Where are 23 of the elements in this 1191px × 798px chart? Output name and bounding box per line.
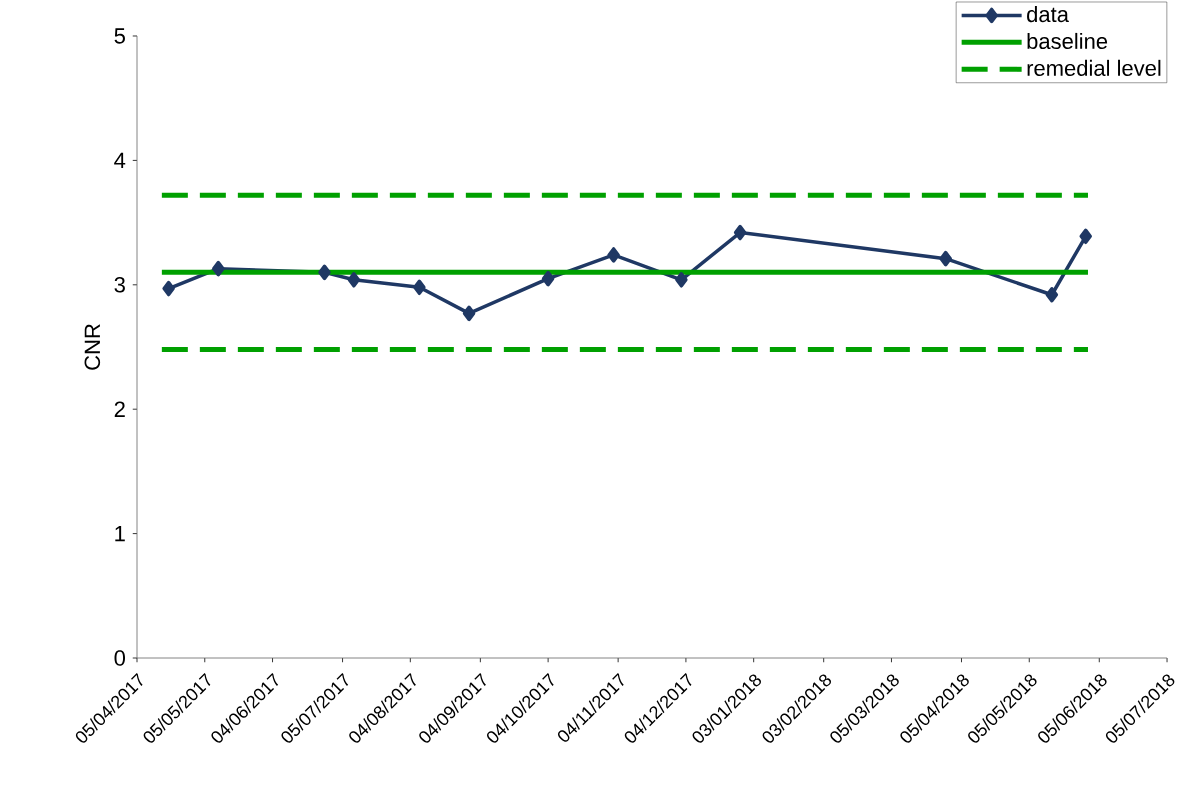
y-tick-label: 2 (114, 401, 125, 417)
point (413, 279, 426, 296)
y-tick-label: 5 (114, 28, 125, 44)
point (212, 260, 225, 277)
point (1079, 228, 1092, 245)
point (462, 305, 476, 322)
y-tick-label: 0 (114, 650, 126, 666)
point (347, 272, 361, 288)
point (939, 250, 952, 267)
y-tick-label: 3 (114, 277, 125, 293)
point (541, 270, 555, 287)
point (733, 224, 747, 241)
legend-label: data (1027, 5, 1069, 23)
point (675, 272, 688, 288)
y-tick-label: 4 (114, 152, 126, 168)
point (318, 264, 331, 281)
point (607, 247, 620, 263)
point (162, 280, 175, 297)
legend-label: baseline (1027, 32, 1108, 50)
y-tick-label: 1 (115, 526, 125, 542)
y-axis-title: CNR (84, 324, 101, 370)
point (1045, 287, 1059, 303)
legend-label: remedial level (1027, 59, 1161, 76)
